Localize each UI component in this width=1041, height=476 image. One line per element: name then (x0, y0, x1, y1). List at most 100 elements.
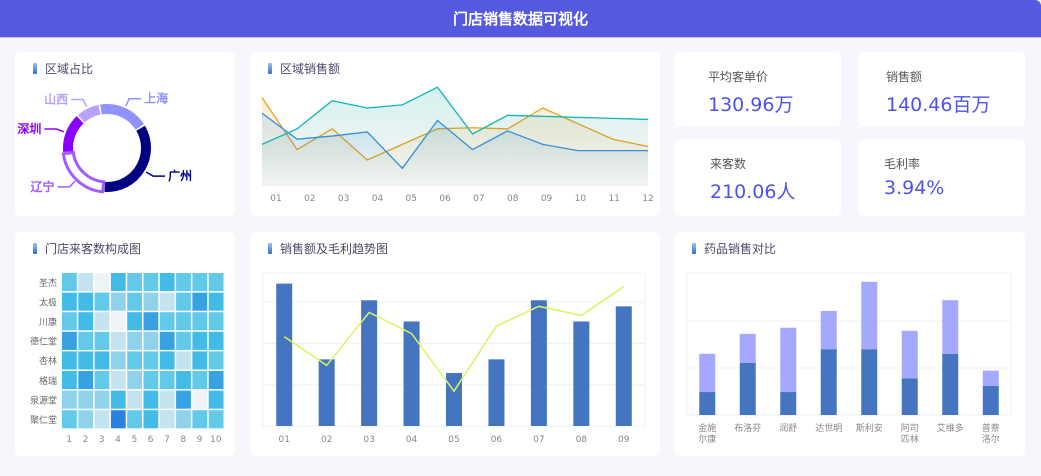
x-tick-label: 08 (507, 194, 519, 204)
heatmap-cell (159, 312, 175, 331)
heatmap-cell (110, 410, 126, 429)
x-tick-label: 06 (491, 435, 503, 445)
row-label: 杏林 (39, 355, 57, 367)
slice-label: 深圳 (17, 121, 41, 136)
heatmap-cell (192, 371, 208, 390)
heatmap-cell (110, 331, 126, 350)
stacked-bar-segment (982, 385, 999, 415)
heatmap-cell (78, 410, 94, 429)
heatmap-cell (78, 390, 94, 409)
donut-slice (100, 104, 144, 130)
col-label: 8 (180, 435, 186, 445)
donut-slice (63, 116, 84, 152)
stacked-bar-segment (942, 353, 959, 415)
kpi-value: 210.06人 (710, 181, 796, 203)
x-tick-label: 02 (321, 435, 332, 445)
col-label: 9 (197, 435, 203, 445)
trend-line (283, 286, 625, 393)
row-label: 德仁堂 (30, 336, 57, 348)
title-marker-icon (33, 63, 37, 74)
heatmap-cell (159, 351, 175, 370)
stacked-bar-segment (739, 333, 756, 363)
heatmap-cell (176, 312, 191, 331)
heatmap-cell (62, 331, 77, 350)
heatmap-cell (192, 312, 208, 331)
x-tick-label: 阿司 (901, 423, 919, 434)
row-label: 聚仁堂 (30, 414, 57, 426)
page-title: 门店销售数据可视化 (452, 10, 588, 28)
heatmap-cell (208, 371, 224, 390)
row-label: 泉源堂 (30, 394, 57, 406)
x-tick-label: 09 (618, 435, 630, 445)
heatmap-cell (159, 390, 175, 409)
row-label: 圣杰 (39, 277, 57, 289)
slice-label-line (125, 97, 142, 107)
bar (530, 300, 547, 426)
x-tick-label: 09 (541, 194, 553, 204)
donut-slice (61, 150, 106, 194)
x-tick-label: 05 (406, 194, 417, 204)
kpi-label: 销售额 (886, 70, 923, 84)
x-tick-label: 布洛芬 (734, 422, 761, 434)
heatmap-cell (94, 312, 110, 331)
heatmap-cell (110, 390, 126, 409)
heatmap-cell (78, 371, 94, 390)
col-label: 4 (115, 435, 121, 445)
row-label: 川康 (39, 316, 57, 328)
stacked-bar-segment (820, 349, 837, 415)
heatmap-cell (192, 331, 208, 350)
col-label: 1 (66, 435, 72, 445)
heatmap-cell (62, 273, 77, 292)
bar (276, 283, 293, 426)
slice-label-line (71, 98, 88, 108)
x-tick-label: 07 (533, 435, 544, 445)
stacked-bar-segment (861, 281, 878, 350)
x-tick-label: 润舒 (779, 422, 797, 434)
kpi-value: 130.96万 (708, 94, 794, 116)
card-title: 门店来客数构成图 (45, 242, 142, 256)
heatmap-cell (176, 292, 191, 311)
heatmap-cell (143, 410, 159, 429)
heatmap-cell (176, 331, 191, 350)
x-tick-label: 斯利安 (856, 422, 883, 434)
kpi-card: 来客数 210.06人 (674, 139, 841, 216)
col-label: 3 (99, 435, 105, 445)
heatmap-cell (62, 410, 77, 429)
heatmap-cell (143, 351, 159, 370)
stacked-bar-segment (982, 370, 999, 386)
page-header: 门店销售数据可视化 (0, 0, 1041, 38)
bar (615, 306, 632, 426)
x-tick-label: 03 (363, 435, 374, 445)
area-chart: 01 02 03 04 05 06 07 08 09 10 11 12 (261, 86, 654, 204)
heatmap-cell (110, 312, 126, 331)
heatmap-cell (127, 390, 142, 409)
heatmap-cell (94, 390, 110, 409)
bar (573, 321, 590, 426)
x-tick-label: 达世明 (815, 422, 842, 434)
x-tick-label: 01 (270, 194, 281, 204)
x-tick-label: 洛尔 (982, 433, 1000, 445)
heatmap-cell (192, 273, 208, 292)
heatmap-cell (208, 410, 224, 429)
heatmap-cell (192, 351, 208, 370)
heatmap-cell (143, 331, 159, 350)
donut-slice (78, 104, 101, 123)
heatmap-cell (143, 390, 159, 409)
x-tick-label: 01 (278, 435, 289, 445)
heatmap-cell (176, 371, 191, 390)
heatmap-cell (78, 292, 94, 311)
heatmap-cell (110, 273, 126, 292)
col-label: 7 (164, 435, 170, 445)
drug-sales-card: 药品销售对比 金施 尔康 布洛芬 润舒 达世明 斯利安 阿司 匹林 艾维多 普萘 洛尔 (674, 232, 1025, 456)
heatmap-cell (78, 273, 94, 292)
card-title: 药品销售对比 (704, 242, 777, 256)
heatmap-cell (159, 331, 175, 350)
x-tick-label: 匹林 (901, 433, 919, 445)
row-label: 太极 (39, 296, 57, 308)
heatmap-cell (78, 351, 94, 370)
heatmap-cell (127, 410, 142, 429)
kpi-label: 来客数 (710, 157, 747, 171)
heatmap-cell (62, 351, 77, 370)
